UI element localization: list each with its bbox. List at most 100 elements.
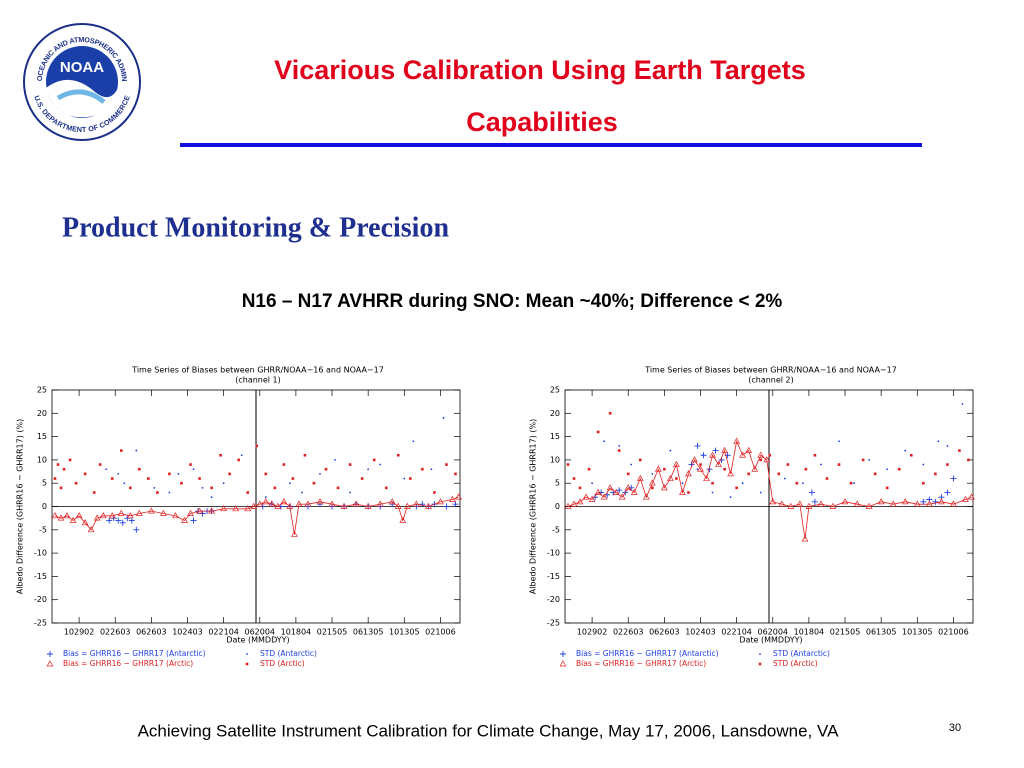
- dot-marker: [222, 482, 225, 485]
- square-marker: [210, 486, 213, 490]
- triangle-marker: [697, 465, 704, 472]
- dot-marker: [868, 459, 871, 461]
- plus-marker: [932, 498, 939, 505]
- legend-label: Bias = GHRR16 − GHRR17 (Antarctic): [576, 649, 719, 658]
- y-tick-label: -5: [552, 525, 560, 534]
- square-marker: [777, 472, 781, 476]
- triangle-marker: [340, 502, 348, 509]
- title-rule: [180, 143, 922, 147]
- square-marker: [958, 449, 961, 452]
- dot-marker: [591, 482, 593, 485]
- y-tick-label: -20: [547, 595, 560, 604]
- dot-marker: [349, 491, 351, 494]
- triangle-marker: [147, 507, 155, 514]
- triangle-marker: [648, 479, 656, 486]
- square-marker: [626, 472, 630, 476]
- y-tick-label: 15: [550, 432, 560, 441]
- dot-marker: [153, 486, 156, 489]
- square-marker: [273, 486, 277, 490]
- slide-title: Vicarious Calibration Using Earth Target…: [274, 55, 806, 85]
- triangle-marker: [618, 493, 626, 500]
- square-marker: [946, 463, 949, 466]
- plus-marker: [452, 501, 459, 508]
- dot-marker: [319, 472, 321, 475]
- dot-marker: [177, 472, 180, 475]
- dot-marker: [192, 468, 195, 471]
- triangle-marker: [582, 493, 590, 500]
- square-marker: [409, 477, 412, 480]
- square-marker: [74, 481, 78, 485]
- dot-marker: [301, 491, 303, 494]
- square-marker: [421, 467, 424, 471]
- triangle-marker: [787, 502, 795, 509]
- dot-marker: [334, 459, 336, 461]
- square-marker: [663, 467, 666, 471]
- x-tick-label: 061305: [353, 628, 384, 637]
- triangle-marker: [703, 474, 710, 481]
- plus-marker: [616, 487, 623, 494]
- square-marker: [587, 467, 591, 471]
- dot-marker: [430, 468, 433, 471]
- square-marker: [59, 486, 63, 490]
- dot-marker: [783, 477, 786, 480]
- triangle-marker: [624, 484, 632, 491]
- triangle-marker: [181, 516, 188, 523]
- chart-title: Time Series of Biases between GHRR/NOAA−…: [644, 366, 897, 375]
- triangle-marker: [399, 516, 407, 523]
- square-marker: [735, 486, 738, 490]
- triangle-marker: [117, 509, 125, 516]
- triangle-marker: [108, 512, 116, 519]
- dot-marker: [264, 496, 267, 499]
- triangle-marker: [796, 500, 804, 507]
- chart-title: Time Series of Biases between GHRR/NOAA−…: [131, 366, 384, 375]
- square-marker: [445, 463, 448, 466]
- triangle-marker: [721, 446, 728, 453]
- triangle-marker: [576, 498, 584, 505]
- y-tick-label: 0: [555, 502, 560, 511]
- footer-text: Achieving Satellite Instrument Calibrati…: [138, 721, 840, 740]
- square-marker: [675, 477, 678, 480]
- dot-marker: [820, 463, 822, 466]
- triangle-marker: [93, 514, 101, 521]
- x-tick-label: 062603: [136, 628, 167, 637]
- plus-marker: [950, 475, 957, 482]
- series-line: [54, 496, 459, 535]
- dot-marker: [729, 496, 732, 499]
- triangle-marker: [636, 474, 644, 481]
- charts: Time Series of Biases between GHRR/NOAA−…: [16, 366, 975, 668]
- dot-marker: [838, 440, 840, 443]
- legend-label: Bias = GHRR16 − GHRR17 (Antarctic): [63, 649, 206, 658]
- square-marker: [804, 467, 808, 471]
- square-marker: [922, 481, 925, 485]
- square-marker: [360, 477, 364, 480]
- square-marker: [566, 463, 570, 466]
- square-marker: [156, 491, 159, 494]
- x-tick-label: 101804: [794, 628, 825, 637]
- triangle-marker: [564, 502, 572, 509]
- triangle-marker: [606, 484, 614, 491]
- triangle-marker: [612, 488, 620, 495]
- square-marker: [303, 453, 307, 457]
- triangle-marker: [126, 512, 134, 519]
- plus-marker: [808, 489, 815, 496]
- square-marker: [348, 463, 352, 466]
- x-tick-label: 102902: [64, 628, 95, 637]
- triangle-marker: [877, 498, 885, 505]
- dot-marker: [442, 417, 445, 419]
- square-marker: [578, 486, 582, 490]
- triangle-marker: [262, 498, 270, 505]
- logo: NOAA NATIONAL OCEANIC AND ATMOSPHERIC AD…: [0, 0, 141, 141]
- triangle-marker: [160, 509, 167, 516]
- plus-marker: [592, 494, 599, 501]
- dot-marker: [801, 482, 804, 485]
- square-marker: [147, 477, 150, 480]
- y-tick-label: 10: [37, 455, 47, 464]
- triangle-marker: [673, 460, 680, 467]
- square-marker: [372, 458, 376, 462]
- y-tick-label: -15: [34, 572, 47, 581]
- square-marker: [967, 458, 970, 462]
- triangle-marker: [950, 500, 957, 507]
- y-tick-label: -10: [547, 549, 560, 558]
